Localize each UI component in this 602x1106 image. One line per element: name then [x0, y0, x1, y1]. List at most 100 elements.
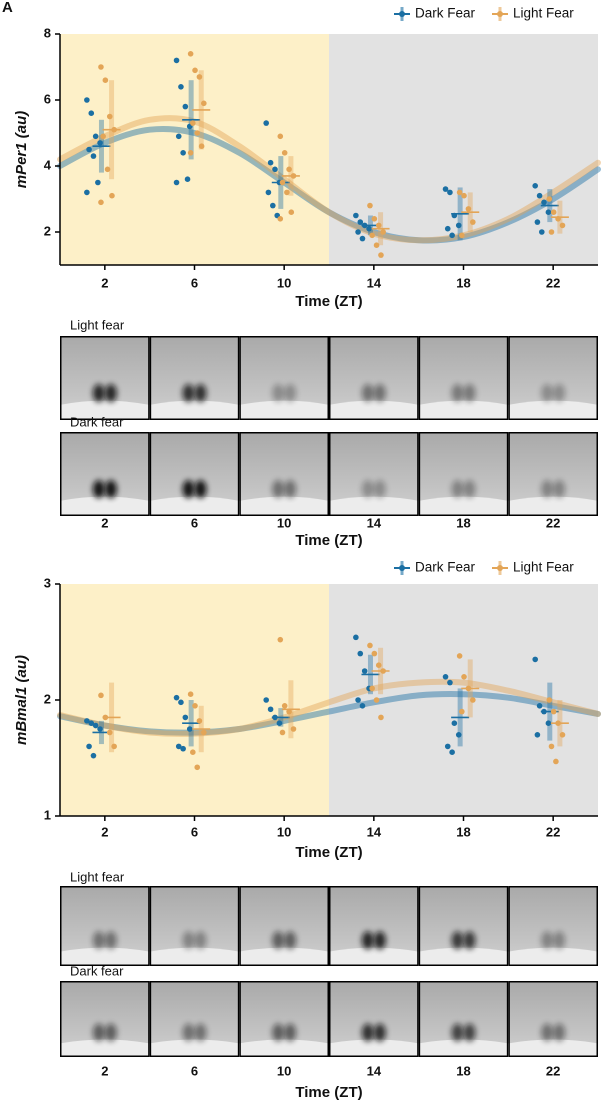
- data-point: [98, 692, 104, 699]
- frame: [239, 336, 329, 420]
- data-point: [84, 718, 90, 724]
- scn-signal: [194, 480, 207, 499]
- data-point: [175, 743, 182, 750]
- y-tick-label: 6: [44, 91, 51, 106]
- frame: [239, 981, 329, 1057]
- scn-signal: [373, 1023, 386, 1042]
- frame: [508, 336, 599, 420]
- data-point: [548, 229, 555, 235]
- micrograph: [239, 981, 329, 1057]
- scn-signal: [104, 1023, 117, 1042]
- x-tick-label: 2: [101, 275, 108, 290]
- scn-signal: [451, 1023, 464, 1042]
- scn-signal: [272, 480, 285, 499]
- data-point: [456, 653, 463, 659]
- frame: [418, 981, 509, 1057]
- micrograph: [60, 886, 150, 966]
- data-point: [90, 153, 97, 159]
- data-point: [184, 176, 191, 182]
- x-axis-label: Time (ZT): [295, 1084, 362, 1101]
- data-point: [455, 732, 462, 738]
- data-point: [532, 183, 539, 189]
- background-strip: [239, 1039, 329, 1057]
- data-point: [284, 189, 290, 196]
- micrograph: [149, 981, 240, 1057]
- data-point: [190, 120, 196, 126]
- background-strip: [329, 947, 419, 966]
- data-point: [353, 212, 359, 219]
- y-tick-label: 2: [44, 223, 51, 238]
- scn-signal: [104, 480, 117, 499]
- data-point: [288, 209, 295, 215]
- data-point: [86, 146, 92, 153]
- data-point: [190, 749, 196, 755]
- background-strip: [508, 496, 598, 516]
- panel-label: A: [2, 0, 13, 16]
- data-point: [182, 714, 189, 721]
- data-point: [279, 179, 286, 186]
- micrograph: [508, 432, 599, 516]
- data-point: [355, 229, 361, 235]
- data-point: [559, 222, 566, 229]
- x-tick-label: 2: [101, 1063, 108, 1078]
- x-tick-label: 6: [191, 1063, 198, 1078]
- data-point: [267, 706, 274, 713]
- data-point: [444, 225, 451, 232]
- data-point: [276, 720, 283, 726]
- data-point: [366, 225, 372, 232]
- data-point: [532, 656, 539, 663]
- data-point: [371, 216, 378, 222]
- data-point: [173, 179, 180, 186]
- frame: [149, 981, 240, 1057]
- data-point: [369, 232, 375, 239]
- data-point: [536, 703, 543, 709]
- data-point: [187, 150, 194, 156]
- data-point: [546, 697, 553, 703]
- data-point: [459, 232, 465, 239]
- y-tick-label: 3: [44, 575, 51, 590]
- data-point: [192, 67, 198, 74]
- micrograph: [60, 336, 150, 420]
- background-strip: [329, 1039, 419, 1057]
- background-strip: [60, 496, 150, 516]
- scn-signal: [194, 384, 207, 403]
- data-point: [106, 729, 113, 736]
- data-point: [175, 133, 182, 140]
- data-point: [373, 242, 380, 248]
- scn-signal: [104, 384, 117, 403]
- data-point: [90, 752, 97, 759]
- scn-signal: [182, 1023, 195, 1042]
- data-point: [444, 743, 451, 750]
- scn-signal: [272, 1023, 285, 1042]
- background-strip: [239, 400, 329, 420]
- data-point: [355, 697, 361, 703]
- fit-curve: [57, 691, 601, 736]
- legend-label: Light Fear: [513, 560, 574, 575]
- data-point: [380, 229, 386, 235]
- scn-signal: [553, 1023, 566, 1042]
- micrograph: [239, 336, 329, 420]
- x-tick-label: 18: [456, 275, 470, 290]
- x-tick-label: 18: [456, 515, 470, 530]
- legend-label: Dark Fear: [415, 560, 476, 575]
- data-point: [550, 209, 557, 215]
- data-point: [187, 51, 194, 57]
- data-point: [286, 708, 292, 715]
- data-point: [277, 133, 284, 140]
- frame: [239, 432, 329, 516]
- micrograph: [60, 432, 150, 516]
- data-point: [194, 130, 201, 136]
- x-tick-label: 6: [191, 515, 198, 530]
- data-point: [270, 202, 276, 209]
- x-tick-label: 6: [191, 824, 198, 839]
- micrograph: [418, 432, 509, 516]
- frame: [418, 336, 509, 420]
- data-point: [550, 708, 557, 715]
- data-point: [104, 166, 111, 173]
- data-point: [281, 150, 288, 156]
- data-point: [361, 668, 368, 674]
- data-point: [265, 189, 272, 196]
- x-tick-label: 10: [277, 515, 291, 530]
- frame: [239, 886, 329, 966]
- scn-signal: [553, 480, 566, 499]
